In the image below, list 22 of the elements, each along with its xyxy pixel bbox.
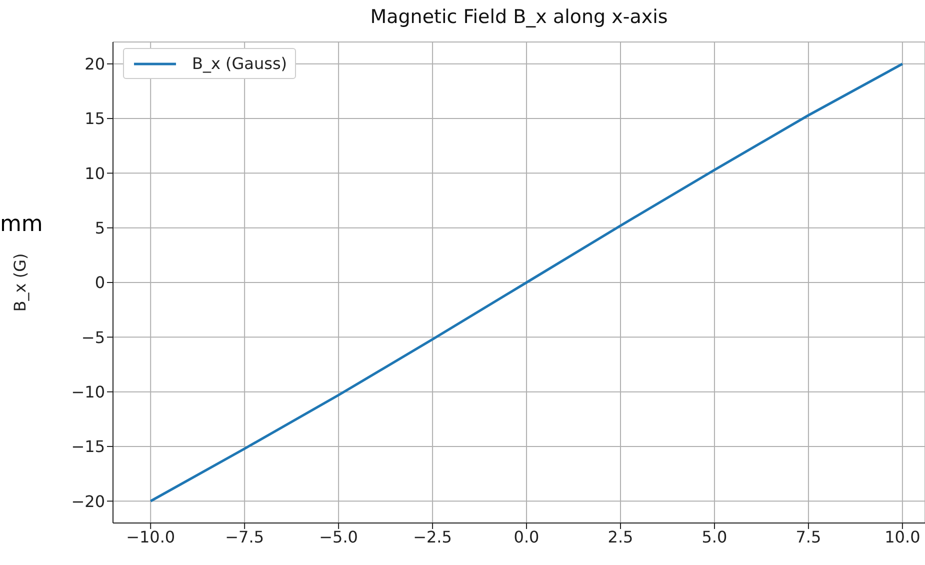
x-tick-label: 10.0 <box>884 527 920 546</box>
y-axis-title: B_x (G) <box>10 253 30 312</box>
x-tick-label: 2.5 <box>608 527 634 546</box>
x-tick-label: 5.0 <box>702 527 728 546</box>
y-tick-label: −5 <box>81 328 105 347</box>
x-tick-label: 7.5 <box>796 527 822 546</box>
y-tick-label: −20 <box>71 492 105 511</box>
legend-label: B_x (Gauss) <box>192 54 288 73</box>
x-tick-label: 0.0 <box>514 527 540 546</box>
y-tick-label: 0 <box>94 273 105 292</box>
y-tick-label: 20 <box>84 54 105 74</box>
y-tick-label: 5 <box>94 218 105 238</box>
chart-title: Magnetic Field B_x along x-axis <box>369 6 669 28</box>
y-tick-label: −15 <box>71 437 105 456</box>
y-tick-label: 15 <box>84 109 105 128</box>
x-tick-label: −5.0 <box>319 527 358 546</box>
x-tick-label: −2.5 <box>413 527 452 546</box>
x-tick-label: −10.0 <box>126 527 176 546</box>
stray-note: mm <box>0 212 43 237</box>
y-tick-label: −10 <box>71 382 105 402</box>
x-tick-label: −7.5 <box>225 527 264 546</box>
y-tick-label: 10 <box>84 164 105 183</box>
